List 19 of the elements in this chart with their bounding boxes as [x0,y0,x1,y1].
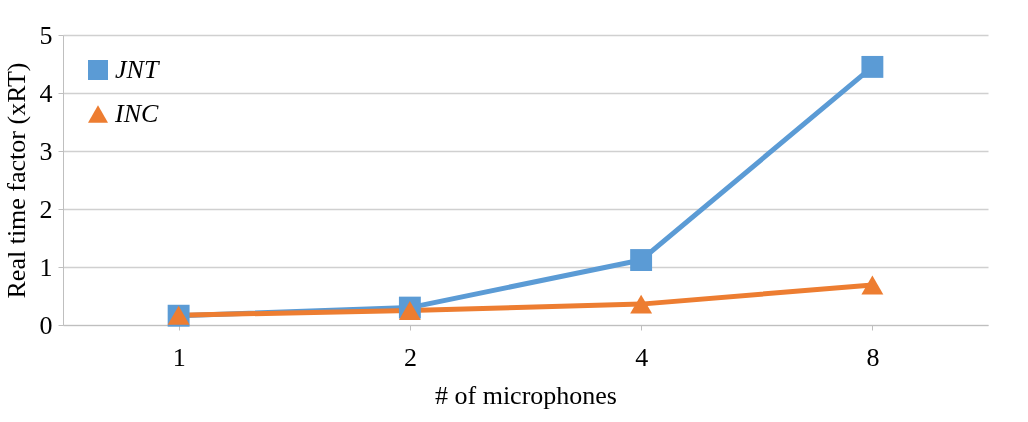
legend-label: JNT [115,55,160,84]
x-tick-label: 8 [866,342,880,372]
x-tick-label: 4 [635,342,649,372]
y-tick-label: 5 [39,20,53,50]
point [861,55,884,78]
point [861,275,884,295]
y-tick-label: 0 [39,310,53,340]
point [630,249,653,271]
y-tick-label: 3 [39,136,53,166]
legend-label: INC [114,99,159,128]
y-tick-label: 2 [39,194,53,224]
point [398,301,421,320]
y-tick-label: 4 [39,78,53,108]
y-tick-label: 1 [39,252,53,282]
x-tick-label: 2 [403,342,417,372]
point [630,294,653,314]
x-tick-label: 1 [172,342,186,372]
x-axis-title: # of microphones [435,380,617,410]
y-axis-title: Real time factor (xRT) [1,62,31,299]
